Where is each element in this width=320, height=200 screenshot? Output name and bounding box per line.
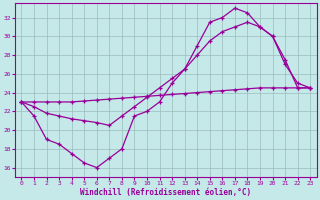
- X-axis label: Windchill (Refroidissement éolien,°C): Windchill (Refroidissement éolien,°C): [80, 188, 252, 197]
